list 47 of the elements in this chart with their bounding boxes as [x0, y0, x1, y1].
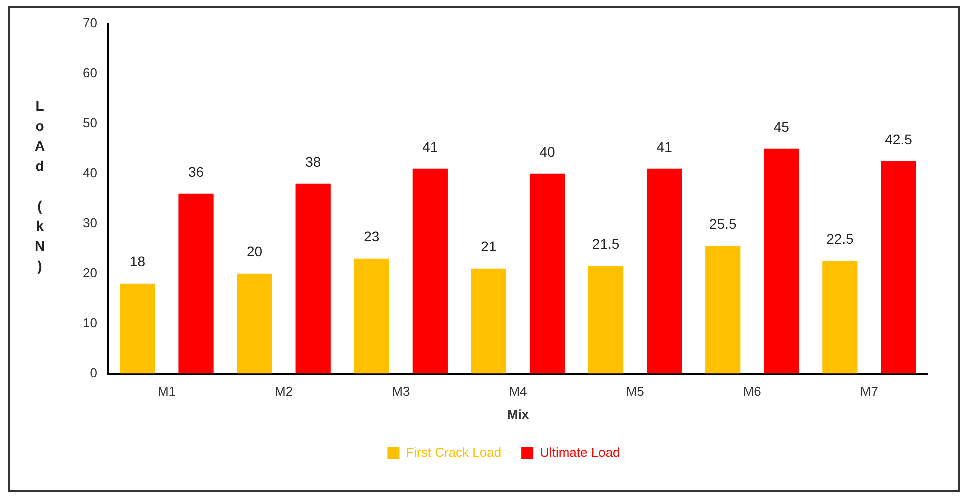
x-tick-label: M2 — [275, 384, 294, 400]
data-label: 18 — [130, 254, 146, 270]
x-axis-title: Mix — [507, 406, 530, 422]
y-tick-label: 20 — [82, 265, 98, 280]
bar — [588, 266, 624, 374]
x-tick-label: M3 — [392, 384, 410, 400]
data-label: 38 — [306, 154, 322, 170]
y-tick-label: 40 — [82, 165, 98, 180]
data-label: 20 — [247, 244, 263, 260]
y-tick-label: 50 — [82, 116, 98, 131]
data-label: 36 — [188, 164, 204, 180]
bar — [530, 174, 566, 374]
data-label: 42.5 — [885, 131, 913, 148]
data-label: 21 — [481, 238, 497, 255]
data-label: 41 — [656, 138, 673, 155]
data-label: 21.5 — [592, 236, 620, 252]
bar — [647, 168, 682, 374]
data-label: 25.5 — [709, 216, 737, 232]
x-tick-label: M7 — [860, 384, 878, 400]
bar — [354, 258, 390, 374]
bar — [706, 246, 741, 374]
bar — [237, 274, 272, 374]
y-tick-label: 30 — [82, 215, 98, 230]
x-tick-label: M4 — [509, 384, 528, 400]
y-axis-title: LoAd (kN) — [32, 98, 48, 278]
x-tick-label: M5 — [626, 384, 644, 400]
data-label: 41 — [422, 138, 438, 155]
legend-label: Ultimate Load — [540, 445, 620, 460]
legend-label: First Crack Load — [406, 445, 502, 460]
bar — [120, 284, 156, 374]
data-label: 45 — [774, 118, 790, 135]
y-tick-label: 60 — [82, 66, 98, 81]
y-tick-label: 0 — [90, 365, 98, 380]
data-label: 40 — [540, 144, 556, 160]
bar — [178, 194, 214, 374]
y-tick-label: 10 — [82, 315, 98, 330]
data-label: 23 — [364, 228, 380, 245]
y-tick-label: 70 — [82, 16, 98, 31]
data-label: 22.5 — [826, 231, 854, 248]
bar — [881, 161, 916, 374]
x-tick-label: M1 — [158, 384, 176, 400]
bar — [764, 148, 800, 374]
x-tick-label: M6 — [743, 384, 762, 400]
bar — [412, 168, 448, 374]
bar — [296, 184, 331, 374]
bar — [471, 268, 507, 374]
bar — [822, 261, 858, 374]
